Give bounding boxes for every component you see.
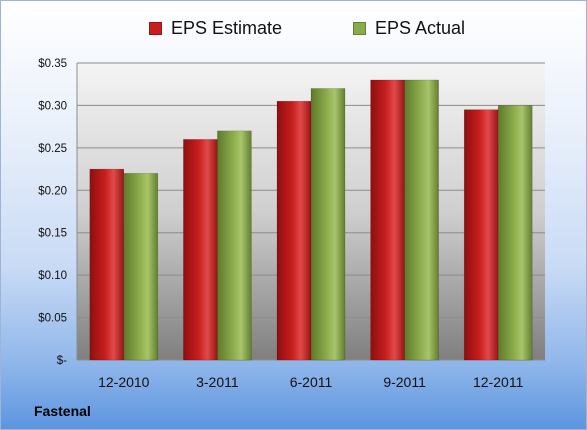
x-tick-label: 12-2011 [473,374,524,390]
legend-swatch-actual [353,21,366,35]
bar-eps-estimate [463,109,499,361]
bar-eps-estimate [183,139,218,361]
legend-label-estimate: EPS Estimate [171,17,283,38]
bar-eps-actual [217,130,252,361]
legend-swatch-estimate [149,21,162,35]
bar-eps-actual [310,88,346,361]
legend-label-actual: EPS Actual [375,17,466,38]
y-tick-label: $0.10 [38,270,67,282]
y-tick-label: $0.25 [38,143,67,155]
x-tick-label: 3-2011 [196,374,239,390]
y-tick-label: $0.30 [38,100,67,112]
company-name: Fastenal [34,403,91,419]
x-tick-label: 6-2011 [290,374,333,390]
legend-item-estimate: EPS Estimate [149,15,282,41]
y-tick-label: $0.15 [38,228,67,240]
legend-item-actual: EPS Actual [353,15,465,41]
bar-eps-estimate [276,100,312,361]
x-tick-label: 9-2011 [383,374,426,390]
bar-eps-actual [123,173,159,361]
x-tick-label: 12-2010 [98,374,150,390]
legend: EPS Estimate EPS Actual [1,15,586,41]
y-tick-label: $0.05 [38,313,67,325]
bar-eps-actual [497,105,533,361]
y-tick-label: $- [57,355,67,367]
y-tick-label: $0.35 [38,58,67,70]
y-tick-label: $0.20 [38,185,67,197]
bar-eps-estimate [89,168,125,361]
bar-eps-actual [404,79,439,361]
bar-eps-estimate [370,79,405,361]
